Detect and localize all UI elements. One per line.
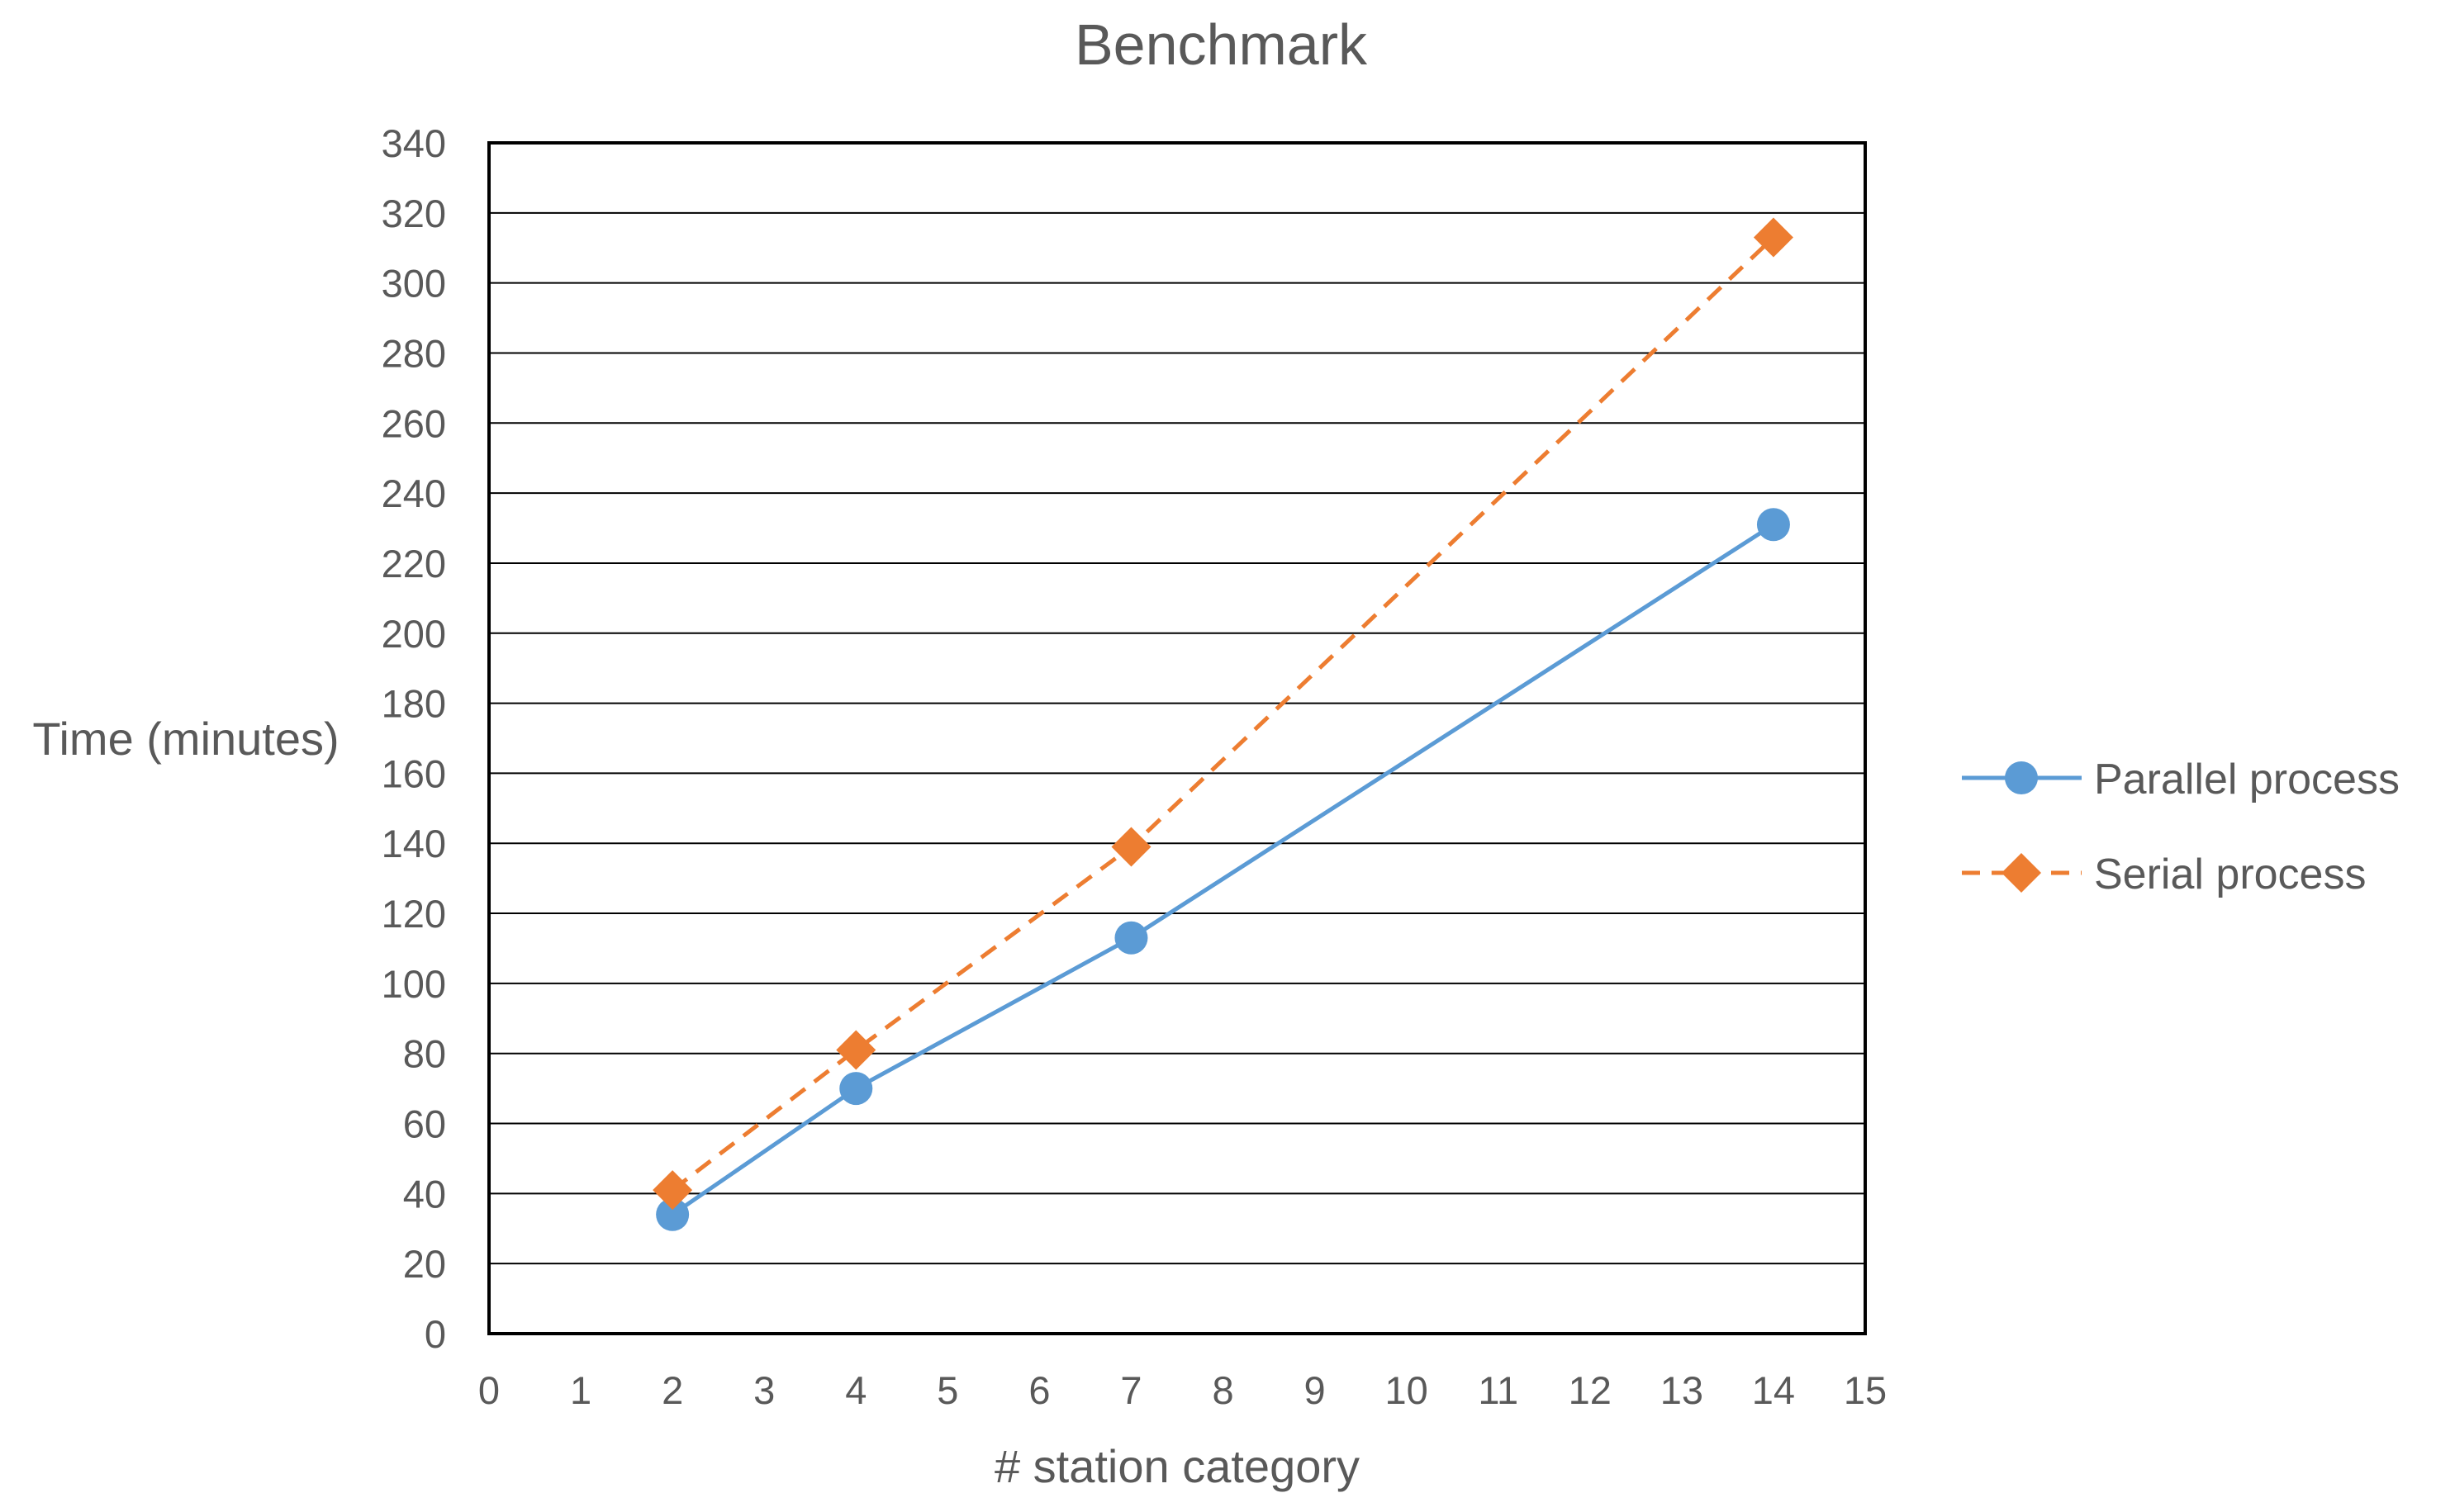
y-axis-label: Time (minutes) [32, 713, 339, 765]
y-tick-label: 340 [382, 121, 446, 165]
x-tick-label: 15 [1844, 1368, 1887, 1412]
y-tick-label: 100 [382, 962, 446, 1006]
series-parallel-process [656, 508, 1790, 1231]
y-tick-label: 20 [403, 1242, 446, 1286]
legend-item: Serial process [1962, 851, 2366, 898]
series-serial-process [653, 217, 1793, 1211]
data-point-marker [839, 1072, 873, 1106]
y-tick-label: 220 [382, 542, 446, 585]
x-tick-label: 11 [1478, 1368, 1518, 1412]
x-tick-label: 7 [1120, 1368, 1142, 1412]
x-tick-label: 13 [1660, 1368, 1703, 1412]
x-tick-label: 1 [570, 1368, 591, 1412]
y-tick-label: 140 [382, 822, 446, 865]
plot-area-border [487, 141, 1867, 1335]
series-line [671, 235, 1775, 1192]
x-axis-label: # station category [995, 1440, 1360, 1492]
data-point-marker [656, 1197, 690, 1231]
data-point-marker [1756, 508, 1790, 542]
legend-item: Parallel process [1962, 756, 2400, 803]
legend: Parallel process Serial process [1962, 756, 2400, 898]
legend-marker [2005, 761, 2038, 794]
legend-label: Serial process [2094, 851, 2366, 898]
y-tick-label: 0 [425, 1312, 446, 1356]
y-tick-label: 260 [382, 401, 446, 445]
x-tick-label: 10 [1385, 1368, 1428, 1412]
y-tick-label: 320 [382, 192, 446, 235]
x-tick-label: 6 [1028, 1368, 1050, 1412]
y-tick-label: 80 [403, 1032, 446, 1076]
legend-label: Parallel process [2094, 756, 2400, 803]
x-tick-label: 8 [1212, 1368, 1233, 1412]
y-tick-label: 160 [382, 751, 446, 795]
data-point-marker [1114, 921, 1148, 955]
y-tick-label: 200 [382, 612, 446, 656]
x-tick-label: 12 [1569, 1368, 1612, 1412]
legend-marker [2002, 853, 2041, 893]
x-tick-label: 9 [1304, 1368, 1326, 1412]
x-tick-label: 4 [845, 1368, 867, 1412]
x-tick-label: 2 [662, 1368, 683, 1412]
gridlines [489, 211, 1865, 1265]
x-tick-label: 0 [478, 1368, 500, 1412]
x-tick-label: 5 [937, 1368, 958, 1412]
chart-title: Benchmark [1075, 12, 1368, 77]
y-tick-label: 120 [382, 892, 446, 936]
y-tick-label: 280 [382, 331, 446, 375]
data-point-marker [1111, 827, 1152, 867]
data-point-marker [836, 1030, 876, 1070]
series-line [671, 523, 1775, 1216]
x-tick-label: 3 [753, 1368, 775, 1412]
y-tick-label: 60 [403, 1102, 446, 1146]
data-point-marker [1753, 217, 1793, 258]
series-layer [653, 217, 1793, 1231]
y-tick-label: 240 [382, 472, 446, 515]
y-tick-label: 180 [382, 682, 446, 726]
data-point-marker [653, 1170, 693, 1211]
x-tick-label: 14 [1752, 1368, 1795, 1412]
y-tick-label: 300 [382, 262, 446, 306]
y-tick-label: 40 [403, 1172, 446, 1216]
tick-labels: 0204060801001201401601802002202402602803… [382, 121, 1888, 1412]
